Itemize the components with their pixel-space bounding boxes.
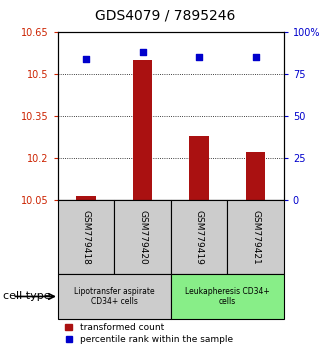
Bar xyxy=(58,200,114,274)
Bar xyxy=(189,136,209,200)
Bar xyxy=(171,274,284,319)
Text: GSM779420: GSM779420 xyxy=(138,210,147,264)
Text: GDS4079 / 7895246: GDS4079 / 7895246 xyxy=(95,9,235,23)
Bar xyxy=(58,274,171,319)
Bar xyxy=(76,196,96,200)
Bar xyxy=(227,200,284,274)
Point xyxy=(253,54,258,60)
Legend: transformed count, percentile rank within the sample: transformed count, percentile rank withi… xyxy=(65,323,233,344)
Bar xyxy=(171,200,227,274)
Point xyxy=(196,54,202,60)
Text: GSM779418: GSM779418 xyxy=(82,210,90,265)
Text: GSM779421: GSM779421 xyxy=(251,210,260,264)
Point xyxy=(140,49,145,55)
Bar xyxy=(114,200,171,274)
Point xyxy=(83,56,89,62)
Text: Leukapheresis CD34+
cells: Leukapheresis CD34+ cells xyxy=(185,287,270,306)
Text: GSM779419: GSM779419 xyxy=(194,210,204,265)
Bar xyxy=(133,60,152,200)
Bar xyxy=(246,152,265,200)
Text: cell type: cell type xyxy=(3,291,51,302)
Text: Lipotransfer aspirate
CD34+ cells: Lipotransfer aspirate CD34+ cells xyxy=(74,287,154,306)
